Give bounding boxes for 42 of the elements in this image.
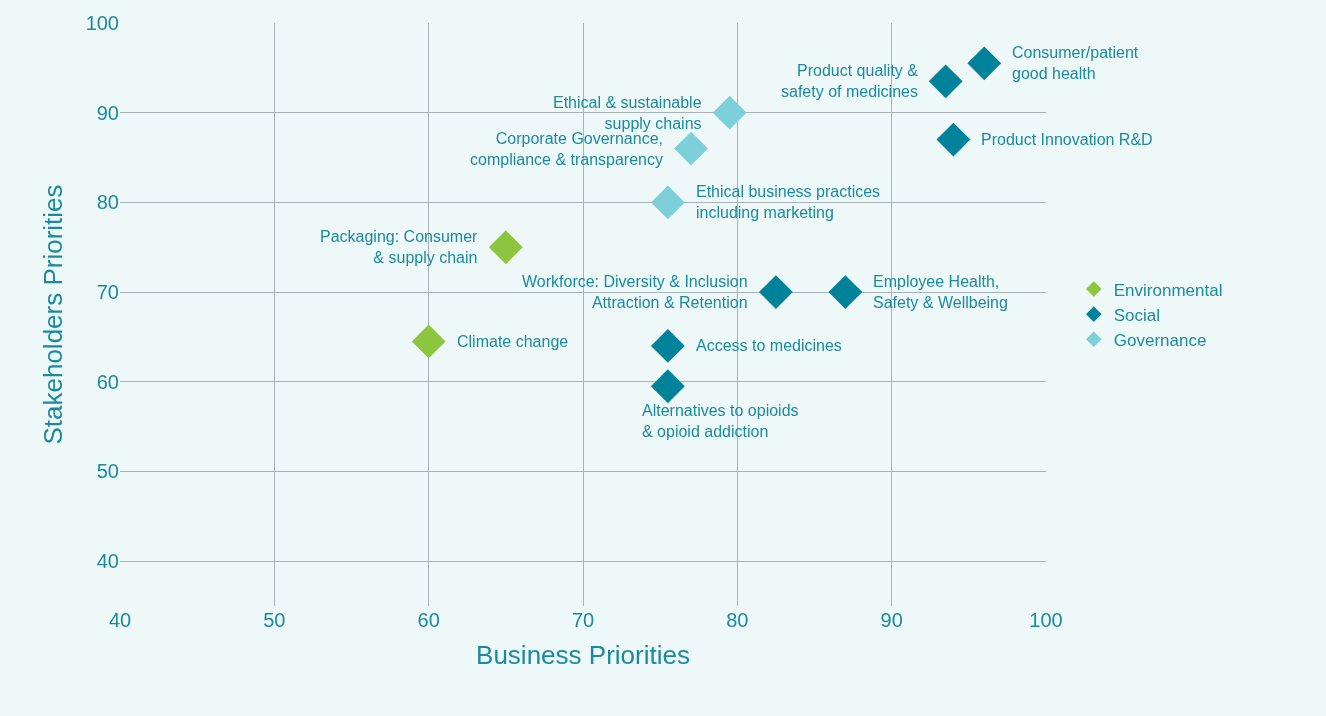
y-tick-label: 90 bbox=[96, 101, 119, 124]
point bbox=[650, 328, 685, 363]
y-axis-title: Stakeholders Priorities bbox=[38, 184, 69, 445]
point bbox=[828, 275, 863, 309]
annotation: Ethical & sustainable supply chains bbox=[553, 94, 702, 132]
point bbox=[936, 122, 971, 157]
point bbox=[712, 95, 747, 130]
legend-label: Governance bbox=[1113, 330, 1207, 350]
point bbox=[759, 275, 793, 309]
annotation: Packaging: Consumer & supply chain bbox=[320, 228, 479, 266]
annotation: Consumer/patient good health bbox=[1012, 44, 1139, 82]
legend-label: Environmental bbox=[1113, 280, 1223, 300]
annotation: Product quality & safety of medicines bbox=[781, 62, 919, 100]
annotation: Ethical business practices including marketing bbox=[696, 183, 881, 221]
x-tick-label: 60 bbox=[417, 609, 440, 631]
y-tick-label: 50 bbox=[96, 460, 119, 483]
x-axis-title: Business Priorities bbox=[476, 639, 690, 670]
x-tick-label: 90 bbox=[880, 609, 903, 631]
legend-label: Social bbox=[1113, 305, 1161, 325]
x-tick-label: 70 bbox=[571, 609, 595, 631]
point bbox=[411, 324, 446, 359]
x-tick-label: 50 bbox=[263, 609, 286, 631]
y-tick-label: 60 bbox=[96, 370, 119, 393]
point bbox=[488, 230, 523, 265]
annotation: Employee Health, Safety & Wellbeing bbox=[873, 273, 1008, 311]
y-tick-label: 70 bbox=[96, 281, 119, 304]
annotation: Climate change bbox=[457, 333, 569, 350]
x-tick-label: 80 bbox=[726, 609, 749, 631]
annotation: Corporate Governance, compliance & transparency bbox=[470, 130, 663, 168]
annotation: Access to medicines bbox=[696, 337, 842, 354]
annotation: Workforce: Diversity & Inclusion Attraction & Retention bbox=[522, 273, 748, 311]
point bbox=[650, 185, 685, 220]
point bbox=[674, 131, 708, 166]
point bbox=[928, 64, 963, 99]
y-tick-label: 40 bbox=[96, 550, 119, 573]
y-tick-label: 80 bbox=[96, 191, 119, 214]
annotation: Product Innovation R&D bbox=[981, 131, 1153, 148]
y-tick-label: 100 bbox=[85, 12, 119, 34]
x-tick-label: 100 bbox=[1029, 609, 1063, 631]
point bbox=[967, 46, 1002, 81]
point bbox=[650, 369, 685, 404]
annotation: Alternatives to opioids & opioid addiction bbox=[642, 402, 799, 440]
